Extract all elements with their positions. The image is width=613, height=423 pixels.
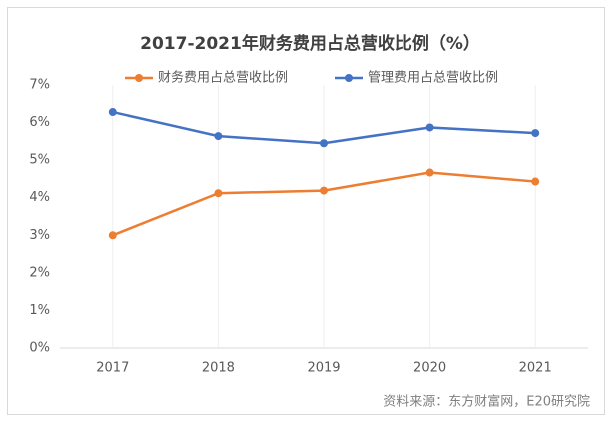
data-point bbox=[214, 189, 223, 198]
data-point bbox=[531, 129, 540, 138]
x-tick-label: 2017 bbox=[96, 361, 129, 376]
data-point bbox=[108, 231, 117, 240]
legend-marker bbox=[345, 74, 353, 82]
data-point bbox=[425, 168, 434, 177]
chart-title: 2017-2021年财务费用占总营收比例（%） bbox=[140, 33, 480, 54]
data-point bbox=[320, 186, 328, 195]
legend-label: 管理费用占总营收比例 bbox=[368, 71, 498, 86]
chart-frame bbox=[7, 7, 605, 415]
legend-marker bbox=[135, 74, 143, 82]
data-point bbox=[214, 132, 223, 141]
data-point bbox=[108, 108, 117, 117]
x-tick-label: 2020 bbox=[413, 361, 446, 376]
y-tick-label: 7% bbox=[29, 78, 50, 93]
y-tick-label: 1% bbox=[29, 303, 50, 318]
y-tick-label: 6% bbox=[29, 115, 50, 130]
legend-label: 财务费用占总营收比例 bbox=[158, 70, 288, 86]
x-tick-label: 2021 bbox=[519, 361, 552, 376]
y-tick-label: 3% bbox=[29, 228, 50, 243]
y-tick-label: 2% bbox=[29, 265, 50, 280]
x-tick-label: 2019 bbox=[307, 361, 340, 376]
y-tick-label: 0% bbox=[29, 341, 50, 356]
y-tick-label: 5% bbox=[29, 153, 50, 168]
source-note: 资料来源：东方财富网，E20研究院 bbox=[383, 394, 590, 410]
data-point bbox=[531, 177, 540, 186]
x-tick-label: 2018 bbox=[202, 361, 235, 376]
data-point bbox=[320, 139, 328, 148]
y-tick-label: 4% bbox=[29, 190, 50, 205]
data-point bbox=[425, 123, 434, 132]
